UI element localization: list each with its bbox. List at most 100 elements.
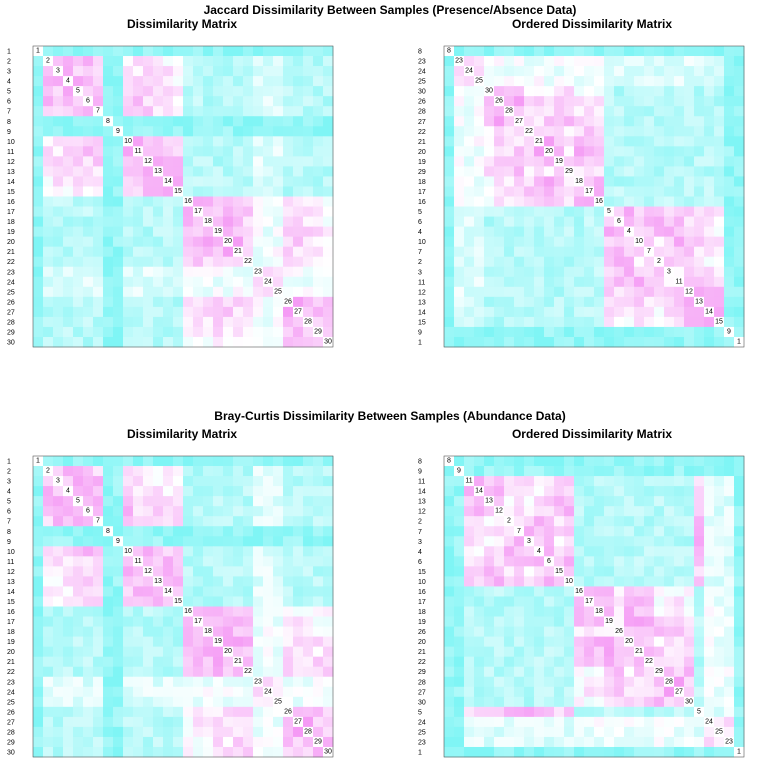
heatmap-cell (734, 566, 745, 577)
heatmap-cell (123, 86, 134, 97)
heatmap-cell (303, 456, 314, 467)
heatmap-cell (724, 276, 735, 288)
row-label: 9 (418, 469, 422, 476)
heatmap-cell (584, 566, 595, 577)
heatmap-cell (664, 476, 675, 487)
heatmap-cell (213, 526, 224, 537)
heatmap-cell (93, 116, 104, 127)
heatmap-cell (464, 56, 475, 67)
diagonal-label: 19 (214, 228, 222, 235)
heatmap-cell (564, 516, 575, 527)
heatmap-cell (534, 556, 545, 567)
heatmap-cell (714, 576, 725, 587)
diagonal-label: 12 (144, 158, 152, 165)
heatmap-cell (283, 576, 294, 587)
row-label: 17 (7, 619, 15, 626)
heatmap-cell (644, 606, 655, 617)
heatmap-cell (594, 326, 605, 338)
heatmap-cell (634, 106, 645, 117)
heatmap-cell (464, 676, 475, 688)
heatmap-cell (183, 646, 194, 658)
heatmap-cell (163, 256, 174, 268)
heatmap-cell (484, 226, 495, 238)
heatmap-cell (714, 486, 725, 497)
heatmap-cell (283, 186, 294, 197)
heatmap-cell (283, 656, 294, 668)
heatmap-cell (63, 176, 74, 187)
heatmap-cell (213, 276, 224, 288)
heatmap-cell (704, 566, 715, 577)
heatmap-cell (143, 456, 154, 467)
heatmap-cell (273, 586, 284, 597)
heatmap-cell (243, 556, 254, 567)
heatmap-cell (514, 586, 525, 597)
heatmap-cell (634, 476, 645, 487)
diagonal-label: 30 (685, 698, 693, 705)
heatmap-cell (173, 296, 184, 308)
heatmap-cell (163, 336, 174, 348)
heatmap-cell (283, 686, 294, 698)
heatmap-cell (604, 126, 615, 137)
row-label: 6 (7, 509, 11, 516)
heatmap-cell (143, 46, 154, 57)
heatmap-cell (123, 716, 134, 728)
heatmap-cell (474, 146, 485, 157)
heatmap-cell (93, 526, 104, 537)
heatmap-cell (694, 506, 705, 517)
heatmap-cell (674, 146, 685, 157)
heatmap-cell (464, 326, 475, 338)
heatmap-cell (734, 466, 745, 477)
heatmap-cell (293, 516, 304, 527)
row-label: 27 (418, 689, 426, 696)
heatmap-cell (544, 676, 555, 688)
heatmap-cell (634, 66, 645, 77)
heatmap-cell (504, 496, 515, 507)
heatmap-cell (584, 466, 595, 477)
heatmap-cell (534, 546, 545, 557)
heatmap-cell (103, 326, 114, 338)
heatmap-cell (504, 146, 515, 157)
heatmap-cell (484, 476, 495, 487)
heatmap-cell (113, 156, 124, 167)
heatmap-cell (484, 246, 495, 258)
heatmap-cell (83, 636, 94, 648)
heatmap-cell (313, 336, 324, 348)
heatmap-cell (253, 306, 264, 318)
heatmap-cell (674, 526, 685, 537)
heatmap-cell (484, 86, 495, 97)
heatmap-cell (524, 636, 535, 648)
heatmap-cell (534, 146, 545, 157)
heatmap-cell (514, 596, 525, 607)
heatmap-cell (564, 166, 575, 177)
heatmap-cell (584, 56, 595, 67)
heatmap-cell (734, 116, 745, 127)
heatmap-cell (243, 306, 254, 318)
heatmap-cell (524, 566, 535, 577)
heatmap-cell (554, 256, 565, 268)
heatmap-cell (103, 466, 114, 477)
row-label: 29 (7, 329, 15, 336)
heatmap-cell (564, 526, 575, 537)
heatmap-cell (193, 216, 204, 227)
heatmap-cell (724, 746, 735, 758)
heatmap-cell (574, 586, 585, 597)
heatmap-cell (63, 146, 74, 157)
heatmap-cell (674, 66, 685, 77)
heatmap-cell (664, 296, 675, 308)
diagonal-label: 1 (36, 48, 40, 55)
heatmap-cell (153, 316, 164, 328)
heatmap-cell (253, 646, 264, 658)
heatmap-cell (634, 696, 645, 708)
heatmap-cell (153, 666, 164, 678)
heatmap-cell (43, 206, 54, 217)
heatmap-cell (143, 306, 154, 318)
heatmap-cell (684, 226, 695, 238)
heatmap-cell (313, 176, 324, 187)
heatmap-cell (624, 116, 635, 127)
heatmap-cell (303, 686, 314, 698)
heatmap-cell (273, 466, 284, 477)
heatmap-cell (173, 326, 184, 338)
heatmap-cell (664, 216, 675, 227)
heatmap-cell (714, 206, 725, 217)
heatmap-cell (233, 66, 244, 77)
